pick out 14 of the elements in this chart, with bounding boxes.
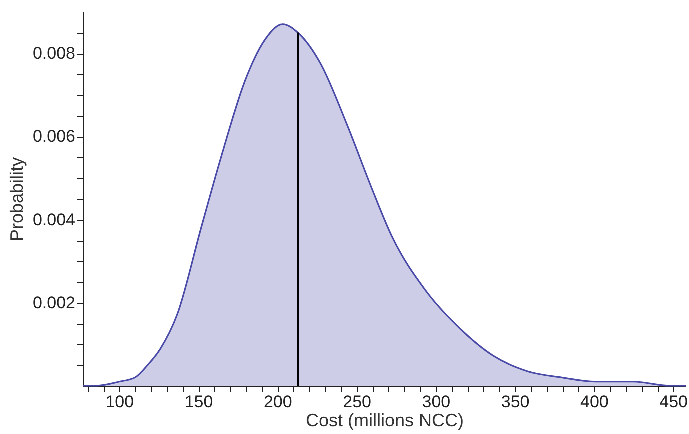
y-axis-title: Probability: [6, 157, 27, 242]
x-tick-label: 350: [501, 392, 530, 412]
x-tick-label: 200: [264, 392, 292, 412]
x-axis-title: Cost (millions NCC): [306, 410, 464, 430]
x-tick-label: 450: [660, 392, 688, 412]
x-tick-label: 300: [422, 392, 451, 412]
x-tick-label: 100: [106, 392, 134, 412]
y-tick-label: 0.004: [32, 210, 76, 230]
y-tick-label: 0.002: [32, 293, 76, 312]
y-tick-label: 0.006: [32, 127, 76, 146]
x-tick-label: 150: [184, 392, 214, 412]
x-tick-label: 400: [580, 392, 609, 412]
x-tick-label: 250: [343, 392, 372, 412]
y-tick-label: 0.008: [32, 44, 76, 64]
